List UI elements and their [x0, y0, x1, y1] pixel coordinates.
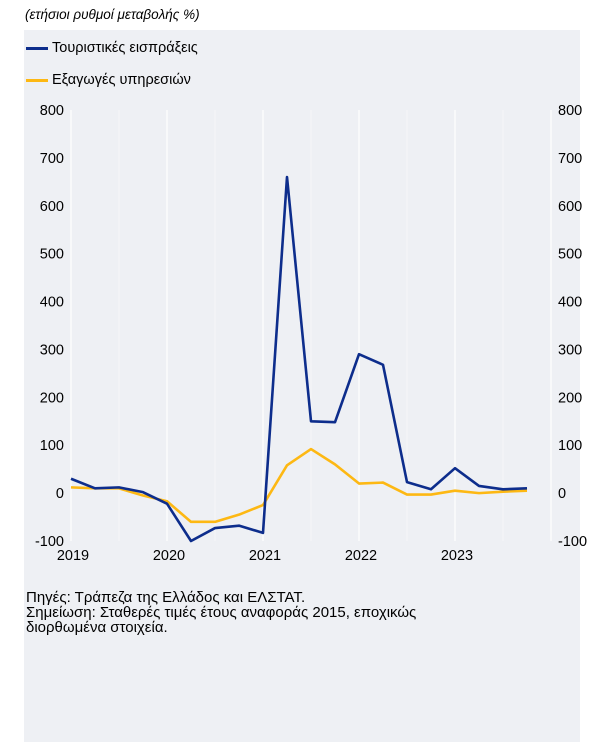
- y-tick-label-right: 300: [558, 342, 582, 358]
- y-tick-label-right: 400: [558, 295, 582, 311]
- y-tick-label-right: 700: [558, 151, 582, 167]
- x-tick-label: 2019: [57, 548, 89, 564]
- legend-item-tourism: Τουριστικές εισπράξεις: [26, 40, 198, 56]
- y-tick-label-right: 0: [558, 486, 566, 502]
- series-line-services: [70, 447, 528, 524]
- y-tick-label-right: -100: [558, 534, 587, 550]
- y-tick-label-right: 800: [558, 103, 582, 119]
- legend-swatch-tourism: [26, 46, 48, 50]
- x-tick-label: 2023: [441, 548, 473, 564]
- y-tick-label-left: 100: [40, 438, 64, 454]
- y-tick-label-left: 400: [40, 295, 64, 311]
- y-tick-label-right: 100: [558, 438, 582, 454]
- y-tick-label-left: 200: [40, 390, 64, 406]
- y-tick-label-left: 0: [56, 486, 64, 502]
- x-tick-label: 2022: [345, 548, 377, 564]
- y-tick-label-left: 500: [40, 247, 64, 263]
- chart-subtitle: (ετήσιοι ρυθμοί μεταβολής %): [25, 7, 200, 22]
- y-tick-label-right: 600: [558, 199, 582, 215]
- y-tick-label-left: 600: [40, 199, 64, 215]
- y-tick-label-left: 300: [40, 342, 64, 358]
- legend-item-services: Εξαγωγές υπηρεσιών: [26, 72, 191, 88]
- chart-panel: [24, 30, 580, 742]
- notes-sources: Πηγές: Τράπεζα της Ελλάδος και ΕΛΣΤΑΤ.: [26, 589, 306, 606]
- legend-label-services: Εξαγωγές υπηρεσιών: [52, 72, 191, 88]
- y-tick-label-right: 500: [558, 247, 582, 263]
- x-tick-label: 2020: [153, 548, 185, 564]
- series-line-tourism: [70, 175, 528, 543]
- legend-swatch-services: [26, 78, 48, 82]
- chart-notes: Πηγές: Τράπεζα της Ελλάδος και ΕΛΣΤΑΤ. Ση…: [26, 590, 546, 635]
- y-tick-label-right: 200: [558, 390, 582, 406]
- y-tick-label-left: 700: [40, 151, 64, 167]
- notes-remark: Σημείωση: Σταθερές τιμές έτους αναφοράς …: [26, 604, 417, 636]
- legend-label-tourism: Τουριστικές εισπράξεις: [52, 40, 198, 56]
- y-tick-label-left: -100: [35, 534, 64, 550]
- x-tick-label: 2021: [249, 548, 281, 564]
- y-tick-label-left: 800: [40, 103, 64, 119]
